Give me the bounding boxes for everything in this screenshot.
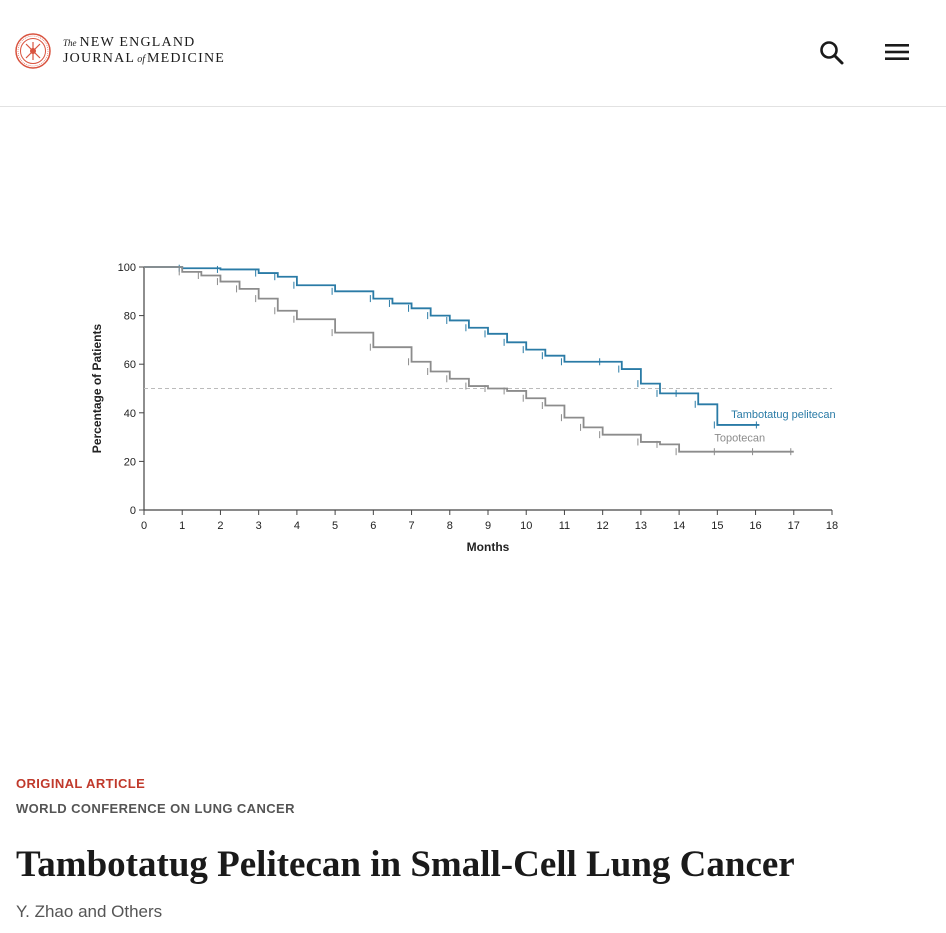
y-tick-label: 60 bbox=[124, 359, 136, 371]
series-label: Topotecan bbox=[714, 433, 765, 445]
article-type-label[interactable]: ORIGINAL ARTICLE bbox=[16, 776, 146, 791]
series-line-topotecan bbox=[144, 266, 794, 453]
x-tick-label: 13 bbox=[635, 520, 647, 532]
nejm-seal-icon bbox=[15, 33, 51, 69]
x-tick-label: 12 bbox=[597, 520, 609, 532]
x-axis-label: Months bbox=[467, 540, 510, 554]
x-tick-label: 16 bbox=[749, 520, 761, 532]
series-label: Tambotatug pelitecan bbox=[731, 409, 836, 421]
y-tick-label: 20 bbox=[124, 456, 136, 468]
x-tick-label: 17 bbox=[788, 520, 800, 532]
x-tick-label: 4 bbox=[294, 520, 300, 532]
y-tick-label: 80 bbox=[124, 311, 136, 323]
x-tick-label: 15 bbox=[711, 520, 723, 532]
y-tick-label: 40 bbox=[124, 408, 136, 420]
x-tick-label: 5 bbox=[332, 520, 338, 532]
x-tick-label: 9 bbox=[485, 520, 491, 532]
x-tick-label: 0 bbox=[141, 520, 147, 532]
hamburger-menu-icon bbox=[885, 44, 909, 60]
article-title[interactable]: Tambotatug Pelitecan in Small-Cell Lung … bbox=[16, 844, 795, 885]
x-tick-label: 10 bbox=[520, 520, 532, 532]
brand-wordmark: The NEW ENGLAND JOURNAL of MEDICINE bbox=[63, 35, 225, 67]
x-tick-label: 2 bbox=[217, 520, 223, 532]
series-line-tambotatug bbox=[144, 266, 760, 426]
brand-line-2: JOURNAL of MEDICINE bbox=[63, 51, 225, 67]
y-tick-label: 100 bbox=[118, 262, 136, 274]
x-tick-label: 11 bbox=[559, 520, 570, 532]
site-header: The NEW ENGLAND JOURNAL of MEDICINE bbox=[0, 0, 946, 107]
x-tick-label: 1 bbox=[179, 520, 185, 532]
x-tick-label: 3 bbox=[256, 520, 262, 532]
y-tick-label: 0 bbox=[130, 505, 136, 517]
article-authors: Y. Zhao and Others bbox=[16, 902, 163, 921]
brand-medicine: MEDICINE bbox=[146, 51, 226, 66]
x-tick-label: 18 bbox=[826, 520, 838, 532]
survival-chart: 0 1 2 3 4 5 6 7 8 9 10 11 12 13 14 15 16 17 18020406080100… bbox=[90, 262, 838, 554]
x-tick-label: 7 bbox=[408, 520, 414, 532]
x-tick-label: 14 bbox=[673, 520, 685, 532]
y-axis-label: Percentage of Patients bbox=[90, 323, 104, 453]
x-tick-label: 8 bbox=[447, 520, 453, 532]
brand-new-england: NEW ENGLAND bbox=[79, 35, 196, 50]
conference-label[interactable]: WORLD CONFERENCE ON LUNG CANCER bbox=[16, 801, 295, 816]
brand-of: of bbox=[137, 54, 145, 65]
nejm-logo[interactable]: The NEW ENGLAND JOURNAL of MEDICINE bbox=[15, 33, 225, 69]
brand-line-1: The NEW ENGLAND bbox=[63, 35, 225, 51]
search-icon bbox=[820, 41, 844, 65]
x-tick-label: 6 bbox=[370, 520, 376, 532]
search-button[interactable] bbox=[818, 39, 846, 67]
menu-button[interactable] bbox=[884, 40, 910, 64]
brand-journal: JOURNAL bbox=[63, 51, 136, 66]
brand-the: The bbox=[63, 38, 77, 48]
survival-figure[interactable]: 0 1 2 3 4 5 6 7 8 9 10 11 12 13 14 15 16 17 18 0 20 40 60 80 100… bbox=[80, 250, 860, 570]
